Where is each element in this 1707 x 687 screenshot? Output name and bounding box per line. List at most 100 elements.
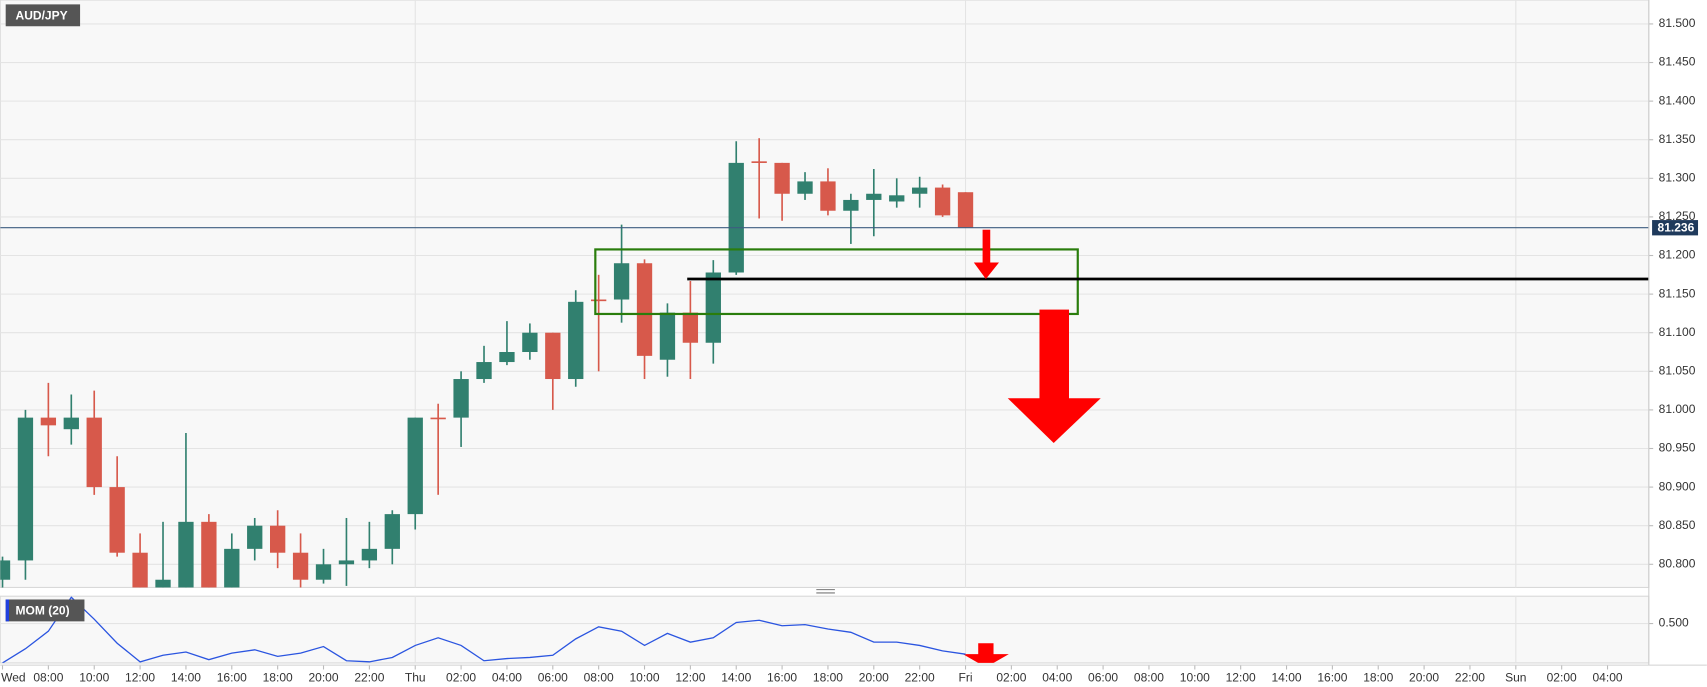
x-tick-label: 04:00 bbox=[492, 670, 522, 684]
zone-box bbox=[594, 248, 1079, 316]
badge-bg bbox=[5, 4, 81, 27]
y-tick-label: 81.200 bbox=[1659, 248, 1696, 262]
y-tick-label: 0.500 bbox=[1659, 616, 1689, 630]
y-tick-label: 80.850 bbox=[1659, 518, 1696, 532]
candle-body bbox=[453, 379, 469, 418]
x-tick-label: Fri bbox=[959, 670, 973, 684]
y-tick-label: 80.950 bbox=[1659, 441, 1696, 455]
candle-body bbox=[934, 187, 951, 216]
y-tick-label: 81.350 bbox=[1659, 132, 1696, 146]
arrow-shaft bbox=[982, 229, 991, 264]
y-tick-label: 81.450 bbox=[1659, 55, 1696, 69]
candle-body bbox=[63, 417, 79, 430]
candle-body bbox=[728, 162, 744, 273]
candle-body bbox=[155, 579, 171, 588]
x-tick-label: 16:00 bbox=[217, 670, 247, 684]
indicator-pane bbox=[0, 595, 1650, 664]
badge-accent bbox=[5, 599, 9, 622]
indicator-name: MOM (20) bbox=[16, 604, 70, 618]
x-tick-label: 18:00 bbox=[813, 670, 843, 684]
candle-body bbox=[545, 332, 561, 380]
x-tick-label: 10:00 bbox=[79, 670, 109, 684]
x-tick-label: 10:00 bbox=[629, 670, 659, 684]
candle-body bbox=[636, 263, 653, 356]
y-tick-label: 81.400 bbox=[1659, 93, 1696, 107]
candle-body bbox=[774, 162, 790, 194]
x-tick-label: 22:00 bbox=[905, 670, 935, 684]
arrow-shaft bbox=[1039, 309, 1070, 400]
y-tick-label: 81.050 bbox=[1659, 363, 1696, 377]
candle-body bbox=[86, 417, 102, 488]
candle-body bbox=[0, 560, 11, 580]
candle-body bbox=[224, 548, 240, 588]
last-price-label: 81.236 bbox=[1658, 220, 1695, 234]
x-tick-label: 10:00 bbox=[1180, 670, 1210, 684]
x-tick-label: 04:00 bbox=[1592, 670, 1622, 684]
candle-body bbox=[338, 560, 355, 565]
candle-body bbox=[315, 564, 332, 580]
candle-body bbox=[591, 299, 607, 302]
candle-body bbox=[270, 525, 286, 553]
y-tick-label: 81.300 bbox=[1659, 170, 1696, 184]
indicator-line bbox=[2, 596, 966, 663]
last-price-badge bbox=[1652, 220, 1699, 236]
symbol-badge: AUD/JPY bbox=[5, 4, 81, 27]
arrow-head bbox=[973, 262, 999, 279]
candle-body bbox=[407, 417, 423, 515]
arrow-shaft bbox=[978, 643, 994, 656]
candle-body bbox=[247, 525, 263, 549]
x-tick-label: Sun bbox=[1505, 670, 1526, 684]
x-tick-label: 08:00 bbox=[33, 670, 63, 684]
candle-body bbox=[866, 193, 882, 200]
x-tick-label: 20:00 bbox=[308, 670, 338, 684]
candle-body bbox=[751, 161, 767, 163]
arrow-head bbox=[962, 654, 1009, 663]
candle-body bbox=[889, 195, 905, 202]
x-tick-label: Wed bbox=[1, 670, 25, 684]
x-tick-label: 16:00 bbox=[1317, 670, 1347, 684]
candle-body bbox=[292, 552, 309, 580]
y-tick-label: 81.250 bbox=[1659, 209, 1696, 223]
y-tick-label: 80.900 bbox=[1659, 479, 1696, 493]
y-tick-label: 80.800 bbox=[1659, 556, 1696, 570]
x-tick-label: 16:00 bbox=[767, 670, 797, 684]
candle-body bbox=[797, 181, 813, 194]
x-tick-label: 14:00 bbox=[1271, 670, 1301, 684]
price-plot bbox=[0, 138, 1649, 588]
candle-body bbox=[568, 301, 584, 380]
indicator-plot bbox=[2, 596, 1009, 663]
candle-body bbox=[659, 312, 676, 360]
y-tick-label: 81.000 bbox=[1659, 402, 1696, 416]
pane-handle bbox=[816, 589, 835, 594]
candle-body bbox=[613, 263, 630, 300]
x-tick-label: 02:00 bbox=[1547, 670, 1577, 684]
candle-body bbox=[476, 362, 492, 380]
x-tick-label: 20:00 bbox=[1409, 670, 1439, 684]
x-tick-label: 12:00 bbox=[675, 670, 705, 684]
candle-body bbox=[705, 272, 721, 343]
x-tick-label: 14:00 bbox=[171, 670, 201, 684]
candle-body bbox=[843, 199, 859, 211]
x-tick-label: 20:00 bbox=[859, 670, 889, 684]
candle-body bbox=[201, 521, 217, 588]
candle-body bbox=[820, 181, 836, 211]
x-tick-label: 04:00 bbox=[1042, 670, 1072, 684]
chart-title: AUD/JPY bbox=[16, 9, 68, 23]
drawings bbox=[594, 229, 1649, 444]
candle-body bbox=[109, 487, 125, 553]
x-tick-label: 08:00 bbox=[1134, 670, 1164, 684]
candle-body bbox=[499, 352, 515, 363]
arrow-head bbox=[1007, 398, 1101, 444]
candle-body bbox=[132, 552, 148, 588]
x-tick-label: 22:00 bbox=[354, 670, 384, 684]
x-tick-label: 08:00 bbox=[584, 670, 614, 684]
indicator-badge: MOM (20) bbox=[5, 599, 85, 622]
x-tick-label: 14:00 bbox=[721, 670, 751, 684]
candle-body bbox=[957, 192, 974, 228]
x-tick-label: 18:00 bbox=[1363, 670, 1393, 684]
candle-body bbox=[361, 548, 378, 561]
x-tick-label: 12:00 bbox=[125, 670, 155, 684]
